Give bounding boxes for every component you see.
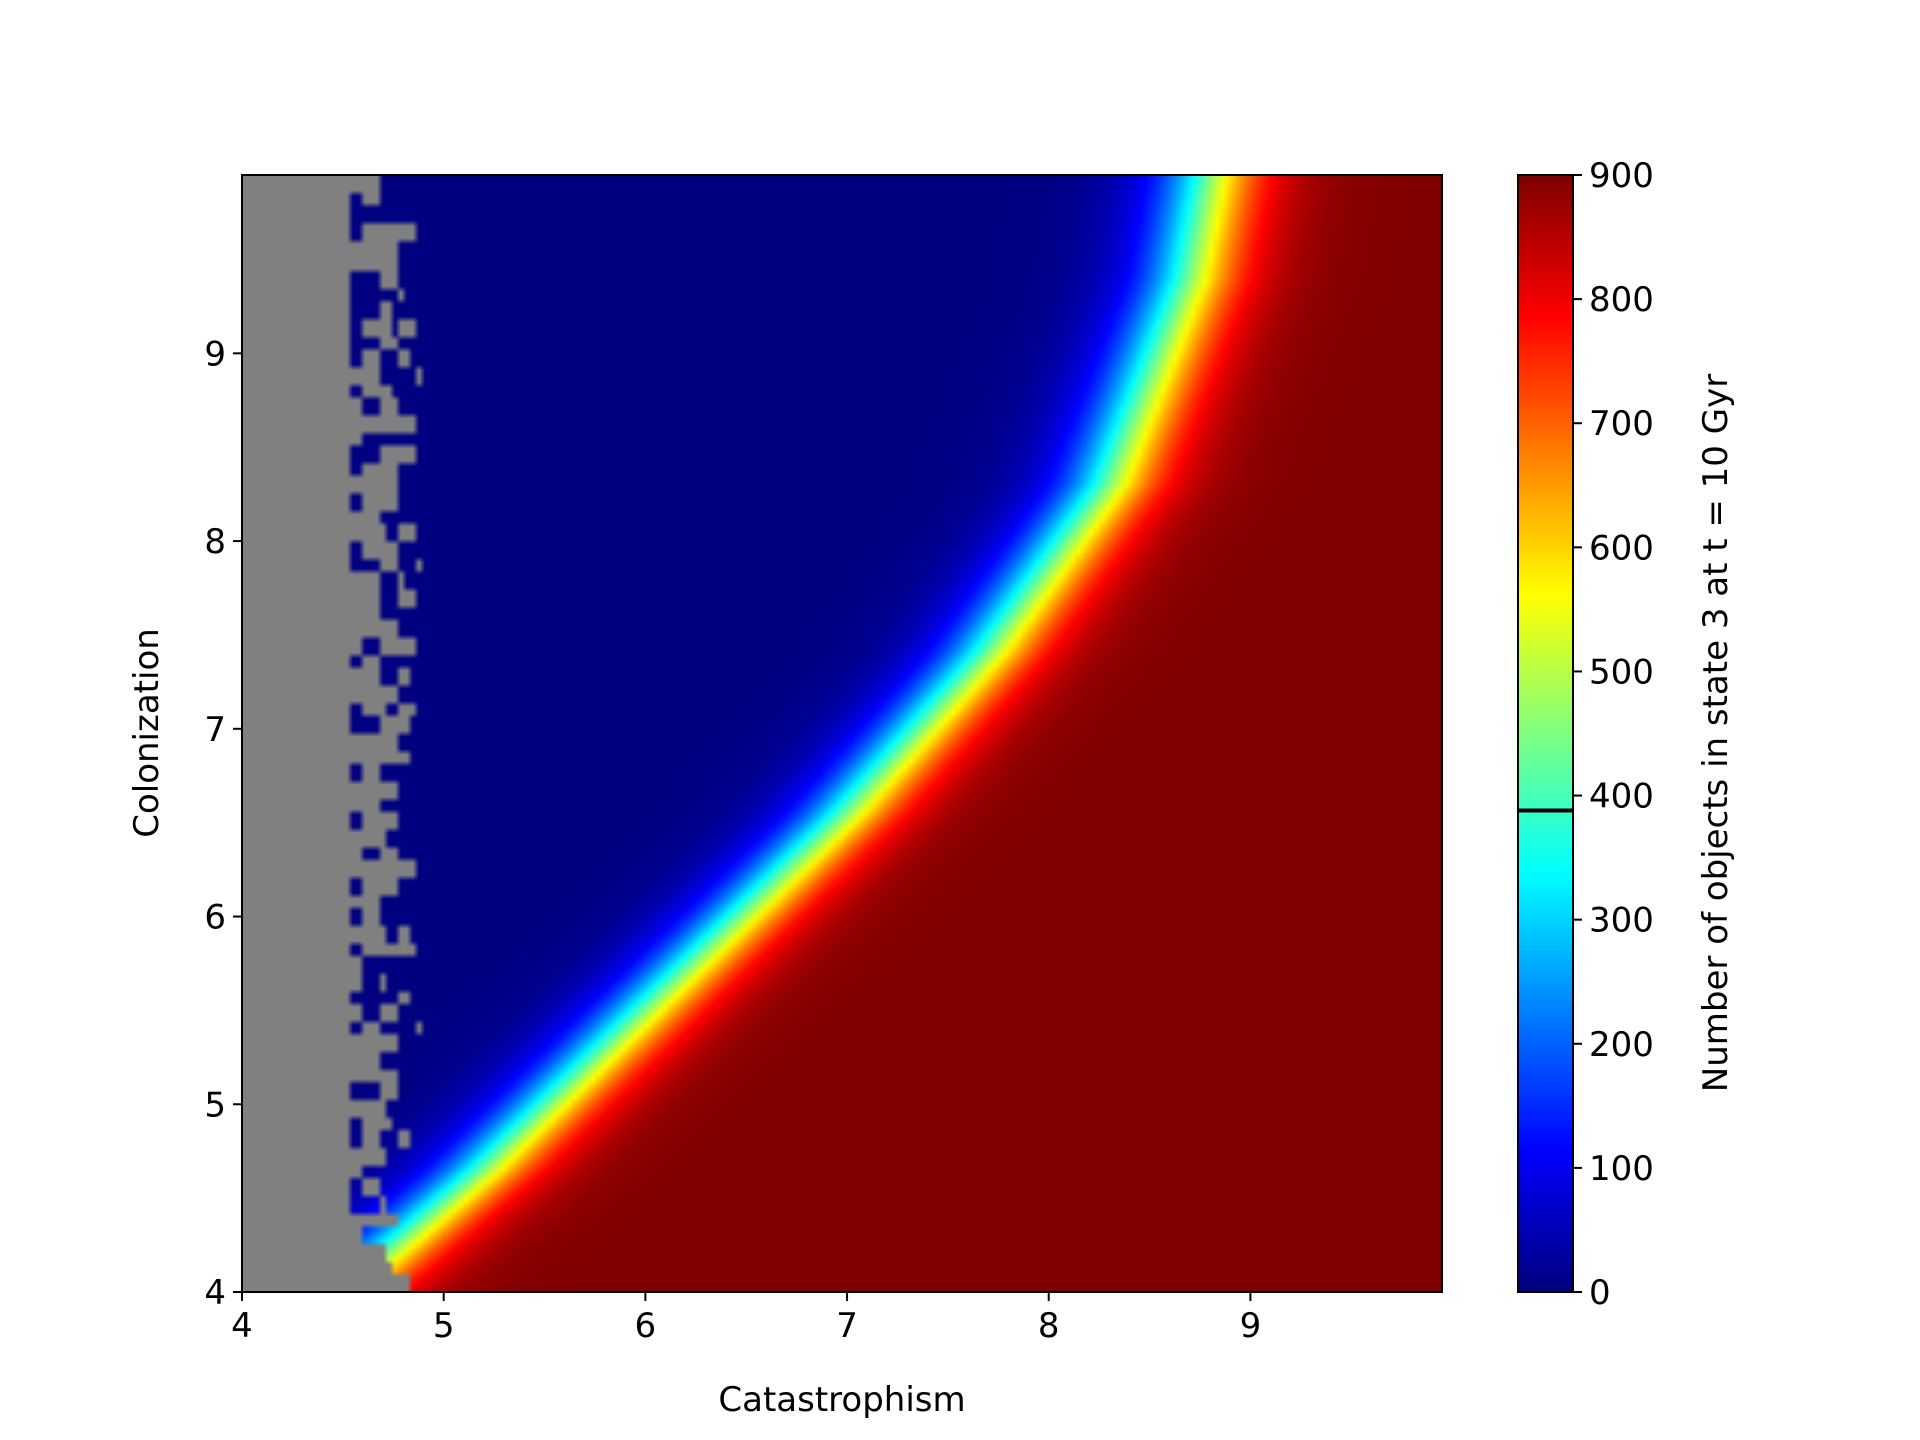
y-tick-label: 8 bbox=[204, 522, 226, 562]
colorbar-tick-label: 100 bbox=[1589, 1149, 1654, 1189]
colorbar-tick-label: 500 bbox=[1589, 652, 1654, 692]
x-tick-label: 8 bbox=[1038, 1306, 1060, 1346]
colorbar-tick-label: 300 bbox=[1589, 901, 1654, 941]
heatmap-plot-area bbox=[241, 174, 1443, 1293]
heatmap-image bbox=[242, 175, 1442, 1292]
colorbar-gradient bbox=[1518, 175, 1573, 1292]
colorbar: 0 100 200 300 400 500 600 700 800 900 Number of o… bbox=[1517, 156, 1736, 1313]
y-tick-label: 4 bbox=[204, 1273, 226, 1313]
y-tick-label: 6 bbox=[204, 898, 226, 938]
colorbar-ticks: 0 100 200 300 400 500 600 700 800 900 bbox=[1573, 156, 1654, 1313]
x-tick-label: 7 bbox=[836, 1306, 858, 1346]
colorbar-tick-label: 600 bbox=[1589, 528, 1654, 568]
colorbar-tick-label: 0 bbox=[1589, 1273, 1611, 1313]
colorbar-tick-label: 900 bbox=[1589, 156, 1654, 196]
x-tick-label: 9 bbox=[1240, 1306, 1262, 1346]
y-axis-label: Colonization bbox=[127, 628, 167, 838]
x-axis-label: Catastrophism bbox=[718, 1380, 965, 1420]
y-axis: 4 5 6 7 8 9 bbox=[204, 334, 242, 1313]
x-tick-label: 5 bbox=[433, 1306, 455, 1346]
colorbar-tick-label: 200 bbox=[1589, 1025, 1654, 1065]
x-axis: 4 5 6 7 8 9 bbox=[231, 1292, 1261, 1346]
colorbar-tick-label: 700 bbox=[1589, 404, 1654, 444]
colorbar-frame bbox=[1517, 174, 1574, 1293]
x-tick-label: 6 bbox=[635, 1306, 657, 1346]
colorbar-label: Number of objects in state 3 at t = 10 G… bbox=[1696, 374, 1736, 1092]
colorbar-tick-label: 800 bbox=[1589, 280, 1654, 320]
y-tick-label: 5 bbox=[204, 1085, 226, 1125]
x-tick-label: 4 bbox=[231, 1306, 253, 1346]
y-tick-label: 9 bbox=[204, 334, 226, 374]
y-tick-label: 7 bbox=[204, 710, 226, 750]
colorbar-tick-label: 400 bbox=[1589, 777, 1654, 817]
plot-frame bbox=[241, 174, 1443, 1293]
